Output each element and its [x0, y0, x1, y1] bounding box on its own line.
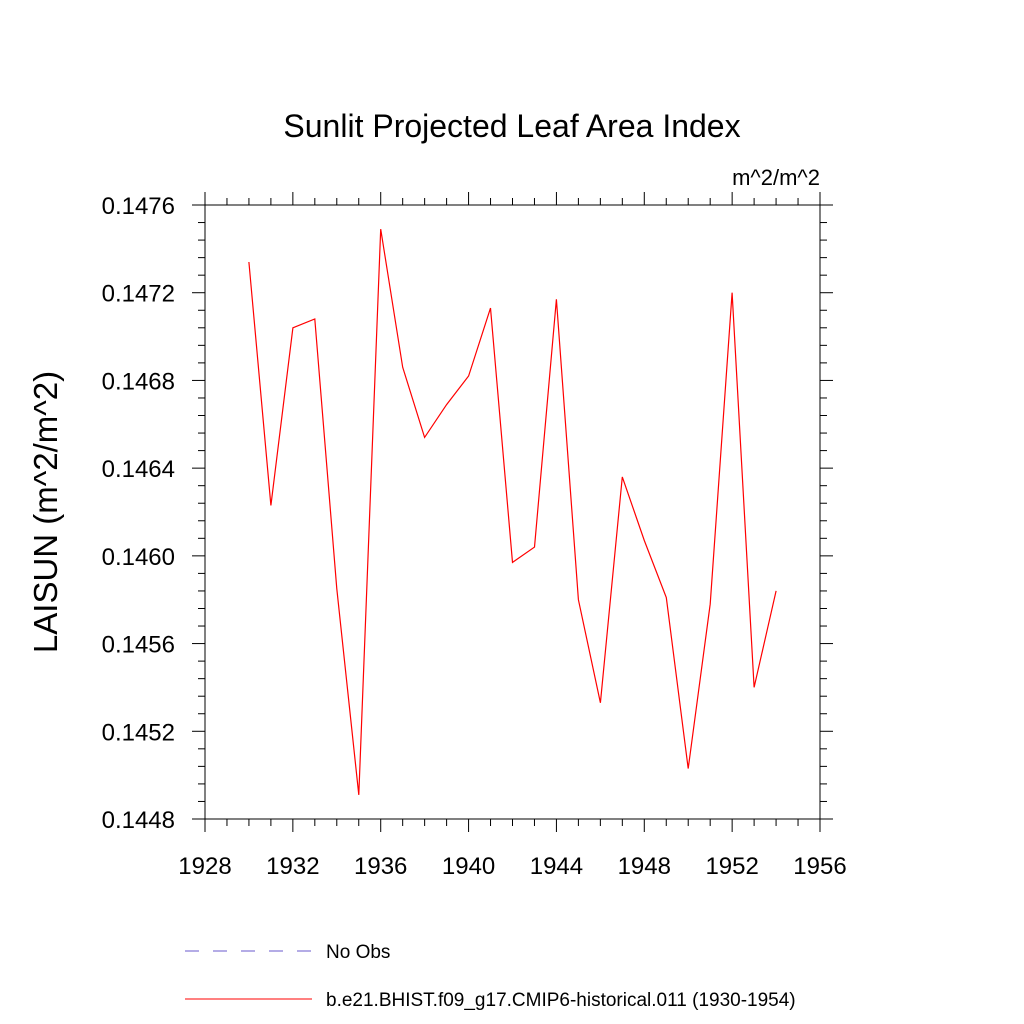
legend: No Obs b.e21.BHIST.f09_g17.CMIP6-historic… [185, 942, 796, 1011]
plot-lines [248, 229, 777, 795]
units-label: m^2/m^2 [732, 165, 820, 190]
x-tick-label: 1944 [530, 853, 583, 880]
plot-frame [204, 204, 821, 820]
x-tick-label: 1948 [618, 853, 671, 880]
series-line-1 [248, 229, 777, 795]
y-axis-label: LAISUN (m^2/m^2) [27, 371, 64, 653]
axes: 1928 1932 1936 1940 1944 1948 1952 1956 0.1448 0.… [102, 192, 847, 880]
y-tick-label: 0.1476 [102, 193, 175, 220]
x-tick-label: 1956 [793, 853, 846, 880]
y-tick-label: 0.1468 [102, 368, 175, 395]
x-tick-label: 1928 [178, 853, 231, 880]
chart-title: Sunlit Projected Leaf Area Index [283, 108, 740, 144]
x-tick-label: 1940 [442, 853, 495, 880]
x-tick-label: 1936 [354, 853, 407, 880]
legend-label-1: b.e21.BHIST.f09_g17.CMIP6-historical.011… [326, 990, 796, 1011]
y-tick-label: 0.1472 [102, 281, 175, 308]
y-tick-label: 0.1452 [102, 719, 175, 746]
y-tick-label: 0.1464 [102, 456, 175, 483]
y-tick-label: 0.1460 [102, 544, 175, 571]
legend-label-0: No Obs [326, 942, 390, 963]
y-tick-label: 0.1456 [102, 632, 175, 659]
x-tick-label: 1952 [705, 853, 758, 880]
x-tick-label: 1932 [266, 853, 319, 880]
y-tick-label: 0.1448 [102, 807, 175, 834]
